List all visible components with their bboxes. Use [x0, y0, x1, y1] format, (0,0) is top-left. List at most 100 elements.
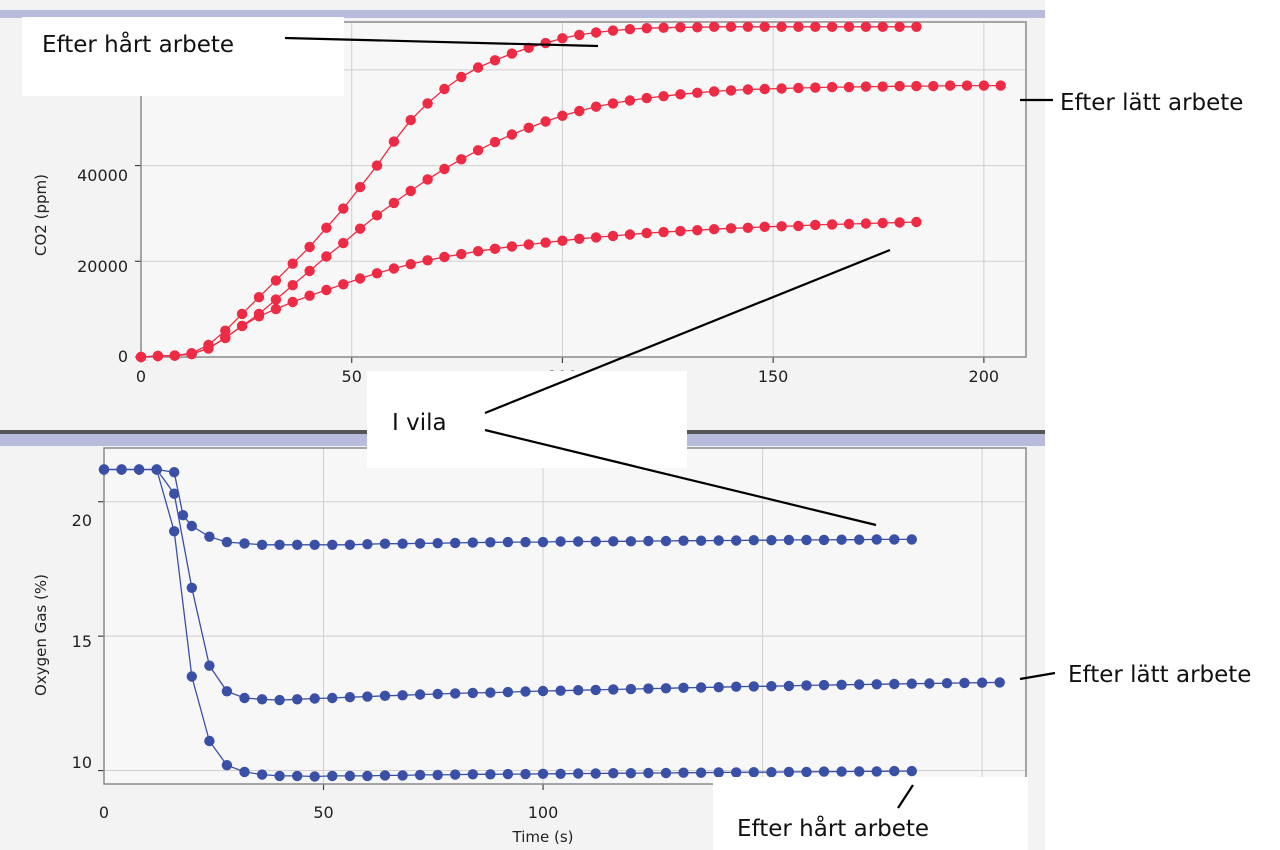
co2-series-2-point-23 [523, 239, 534, 250]
o2-series-1-line [104, 468, 1000, 701]
co2-series-2-point-3 [186, 348, 197, 360]
o2-series-1-point-11 [292, 694, 303, 705]
leader-hard-bottom [897, 784, 914, 809]
o2-series-2-point-4 [169, 526, 180, 537]
o2-series-0-point-33 [660, 535, 672, 547]
co2-series-0-point-15 [388, 136, 400, 147]
co2-series-2-point-6 [236, 320, 248, 332]
o2-series-1-point-36 [731, 681, 742, 692]
o2-y-tick-10: 10 [72, 753, 92, 772]
co2-series-2-point-30 [641, 227, 652, 239]
co2-series-0-point-18 [439, 83, 450, 95]
o2-series-0-point-36 [713, 535, 724, 546]
co2-series-0-point-43 [860, 21, 872, 32]
co2-series-1-line [140, 84, 1001, 358]
o2-series-0-point-34 [678, 535, 689, 546]
co2-series-1-point-46 [911, 80, 922, 92]
o2-series-0-point-43 [836, 534, 847, 545]
o2-series-2-point-43 [854, 766, 865, 777]
o2-x-tick-50: 50 [313, 803, 333, 822]
o2-series-1-point-51 [994, 677, 1005, 688]
co2-series-0-point-17 [422, 98, 433, 109]
o2-series-1-point-44 [871, 679, 882, 690]
o2-series-1-point-37 [748, 681, 759, 692]
o2-series-1-point-50 [976, 677, 988, 688]
co2-series-0-point-13 [354, 181, 366, 193]
o2-series-0-point-15 [344, 539, 356, 550]
o2-series-2-point-45 [889, 765, 900, 777]
o2-series-0-point-39 [766, 535, 777, 546]
co2-series-1-point-27 [590, 101, 602, 112]
co2-series-1-point-36 [742, 84, 754, 95]
leader-light-bottom [1019, 671, 1056, 681]
co2-series-2-point-7 [253, 311, 265, 322]
co2-series-1-point-39 [793, 82, 804, 94]
co2-series-2-point-8 [270, 303, 282, 315]
o2-series-0-point-26 [537, 536, 549, 548]
o2-series-2-point-32 [660, 767, 672, 779]
o2-series-2-point-25 [537, 768, 549, 779]
o2-series-0-point-37 [731, 535, 742, 546]
co2-series-1-point-8 [270, 294, 282, 305]
co2-series-2-point-26 [574, 233, 585, 244]
co2-series-0-point-16 [405, 114, 416, 126]
co2-series-0-point-34 [708, 21, 720, 32]
o2-series-2-point-22 [485, 769, 496, 780]
o2-series-2-point-46 [906, 765, 917, 777]
co2-series-0-point-33 [692, 22, 703, 33]
o2-series-0-point-31 [625, 536, 637, 547]
o2-series-2-point-34 [695, 767, 707, 778]
co2-series-2-point-40 [810, 219, 821, 231]
o2-series-0-point-35 [695, 535, 707, 546]
o2-series-0-point-9 [239, 538, 250, 549]
co2-series-0-point-19 [456, 71, 467, 83]
o2-series-0-point-25 [520, 536, 531, 548]
o2-series-1-point-33 [678, 682, 689, 693]
co2-series-1-point-26 [574, 105, 585, 117]
co2-series-0-point-39 [793, 21, 804, 32]
co2-x-tick-0: 0 [136, 367, 146, 386]
o2-series-1-point-40 [801, 680, 812, 691]
o2-series-1-point-26 [555, 685, 566, 696]
co2-x-tick-50: 50 [342, 367, 362, 386]
label-light-work-o2: Efter lätt arbete [1068, 662, 1251, 688]
co2-series-1-point-40 [810, 82, 821, 93]
o2-series-1-point-49 [959, 677, 970, 689]
label-light-work-co2: Efter lätt arbete [1060, 90, 1243, 116]
o2-series-1-point-46 [906, 678, 917, 689]
o2-series-0-point-13 [309, 539, 320, 550]
leader-hard-top [284, 36, 599, 48]
o2-points [98, 464, 1005, 782]
co2-series-2-point-37 [759, 221, 770, 232]
top-band [0, 10, 1045, 18]
o2-series-0-point-5 [177, 510, 189, 521]
o2-series-2-point-24 [520, 768, 531, 780]
co2-series-1-point-30 [641, 92, 652, 104]
co2-series-2-point-45 [894, 217, 905, 228]
co2-x-tick-200: 200 [969, 367, 1000, 386]
label-rest: I vila [392, 410, 447, 436]
o2-x-axis-title: Time (s) [512, 828, 574, 846]
annotation-box-hard-top [22, 17, 344, 96]
o2-series-1-point-10 [274, 694, 285, 706]
o2-series-2-point-27 [573, 768, 584, 779]
o2-series-1-point-31 [643, 683, 654, 694]
co2-series-1-point-38 [776, 83, 787, 94]
co2-series-2-point-44 [877, 217, 888, 229]
o2-series-0-point-24 [502, 536, 514, 548]
o2-y-tick-15: 15 [72, 632, 92, 651]
o2-series-2-point-23 [502, 768, 514, 780]
co2-series-2-point-17 [422, 255, 433, 266]
co2-series-1-point-34 [708, 86, 720, 97]
co2-series-1-point-41 [826, 81, 838, 93]
co2-series-0-point-26 [574, 29, 585, 41]
o2-series-0-point-46 [889, 534, 900, 545]
co2-series-1-point-37 [759, 83, 770, 95]
o2-series-1-point-43 [854, 679, 865, 690]
annotation-box-rest [367, 371, 687, 468]
co2-series-1-point-47 [928, 80, 939, 92]
o2-series-0-point-17 [379, 538, 391, 549]
co2-series-1-point-9 [287, 280, 298, 291]
o2-series-0-point-14 [327, 539, 338, 550]
co2-series-2-point-13 [354, 273, 366, 284]
